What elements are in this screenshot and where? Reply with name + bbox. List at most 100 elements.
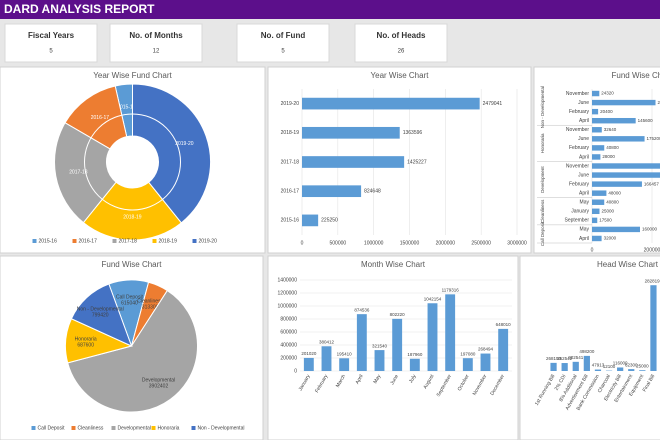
- kpi-card: [236, 23, 330, 63]
- slice-value: 615040: [121, 300, 138, 306]
- value-label: 12100: [603, 364, 616, 369]
- value-label: 380412: [319, 339, 335, 344]
- value-label: 116000: [613, 361, 628, 366]
- value-label: 802220: [390, 312, 406, 317]
- header-title: DARD ANALYSIS REPORT: [4, 2, 155, 16]
- value-label: 40800: [606, 199, 619, 204]
- chart-title: Fund Wise Chart: [611, 71, 660, 80]
- value-label: 874536: [354, 307, 370, 312]
- group-label: Cleanliness: [540, 199, 545, 223]
- value-label: 195410: [337, 351, 353, 356]
- x-tick-label: 200000: [644, 247, 660, 253]
- y-tick-label: 800000: [280, 316, 297, 322]
- x-tick-label: 500000: [329, 240, 346, 246]
- x-tick-label: June: [389, 373, 400, 386]
- y-tick-label: June: [578, 172, 589, 178]
- value-label: 175200: [647, 136, 660, 141]
- value-label: 1425227: [407, 159, 427, 165]
- value-label: 20400: [600, 109, 613, 114]
- bar: [583, 355, 590, 371]
- bar: [572, 361, 579, 371]
- y-tick-label: 400000: [280, 342, 297, 348]
- y-tick-label: May: [580, 227, 590, 233]
- y-tick-label: April: [579, 118, 589, 124]
- legend-swatch: [71, 426, 76, 430]
- slice-label: Non - Developmental: [77, 307, 124, 313]
- x-tick-label: 2000000: [436, 240, 456, 246]
- bar: [302, 97, 480, 110]
- slice-label: Cleanliness: [137, 298, 163, 304]
- slice-value: 799420: [92, 313, 109, 319]
- bar: [592, 127, 602, 133]
- chart-title: Head Wise Chart: [597, 260, 659, 269]
- x-tick-label: 0: [591, 247, 594, 253]
- y-tick-label: 600000: [280, 329, 297, 335]
- kpi-card: [109, 23, 203, 63]
- kpi-value: 5: [49, 49, 53, 55]
- value-label: 2828198: [645, 278, 660, 283]
- bar: [392, 318, 403, 371]
- slice-label: Developmental: [142, 378, 175, 384]
- bar: [302, 185, 362, 198]
- chart-title: Year Wise Chart: [371, 71, 430, 80]
- slice-label: 2015-16: [117, 105, 136, 111]
- y-tick-label: September: [565, 218, 590, 224]
- value-label: 47913: [592, 363, 605, 368]
- bar: [303, 357, 314, 371]
- legend-label: Developmental: [118, 425, 151, 431]
- bar: [302, 156, 405, 168]
- value-label: 187960: [407, 352, 423, 357]
- y-tick-label: May: [580, 200, 590, 206]
- donut-slice: [82, 181, 183, 241]
- value-label: 302541: [568, 355, 584, 360]
- kpi-label: No. of Fund: [261, 31, 306, 40]
- bar: [592, 136, 645, 142]
- y-tick-label: February: [569, 145, 590, 151]
- bar: [480, 353, 491, 371]
- kpi-value: 12: [153, 49, 160, 55]
- bar: [592, 90, 600, 97]
- bar: [445, 294, 456, 371]
- value-label: 24320: [601, 91, 614, 96]
- bar: [592, 117, 636, 124]
- value-label: 321540: [372, 343, 388, 348]
- chart-title: Year Wise Fund Chart: [93, 71, 172, 80]
- legend-swatch: [191, 426, 196, 430]
- y-tick-label: April: [579, 191, 589, 197]
- legend-label: 2019-20: [199, 238, 218, 244]
- y-tick-label: November: [566, 91, 589, 97]
- bar: [462, 358, 473, 371]
- bar: [592, 108, 599, 115]
- slice-value: 3902402: [149, 384, 169, 390]
- kpi-label: Fiscal Years: [28, 31, 75, 40]
- group-label: Development: [540, 166, 545, 193]
- value-label: 262542: [557, 356, 573, 361]
- bar: [409, 358, 420, 371]
- bar: [592, 190, 607, 196]
- slice-label: 2018-19: [123, 214, 142, 220]
- bar: [302, 126, 400, 139]
- bar: [498, 328, 509, 371]
- x-tick-label: 3000000: [507, 240, 527, 246]
- donut-slice: [132, 83, 211, 224]
- value-label: 32000: [604, 236, 617, 241]
- y-tick-label: 2019-20: [281, 101, 300, 107]
- y-tick-label: 2015-16: [281, 218, 300, 224]
- slice-label: Honoraria: [75, 336, 97, 342]
- panel: [519, 255, 660, 440]
- y-tick-label: 1000000: [278, 303, 298, 309]
- group-label: Honoraria: [540, 133, 545, 153]
- y-tick-label: November: [566, 127, 589, 133]
- bar: [592, 163, 660, 169]
- x-tick-label: May: [372, 373, 382, 385]
- value-label: 166457: [644, 181, 660, 186]
- value-label: 268150: [546, 356, 562, 361]
- bar: [321, 346, 332, 371]
- bar: [592, 154, 601, 160]
- bar: [592, 181, 642, 187]
- value-label: 498200: [579, 349, 595, 354]
- value-label: 1042154: [424, 296, 442, 301]
- value-label: 268494: [478, 347, 494, 352]
